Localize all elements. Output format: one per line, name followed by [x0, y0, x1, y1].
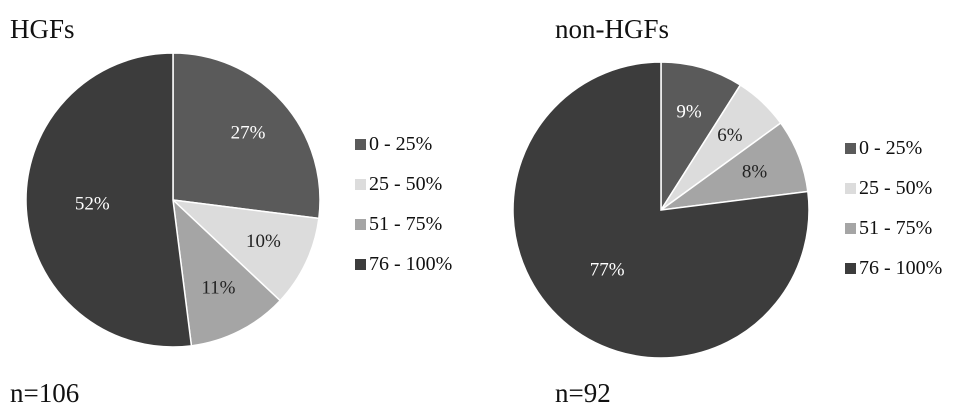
legend-swatch [355, 218, 366, 230]
legend-item: 25 - 50% [845, 177, 942, 199]
legend-item: 51 - 75% [845, 217, 942, 239]
legend-swatch [355, 138, 366, 150]
chart-title: HGFs [10, 14, 75, 44]
legend-swatch [845, 222, 856, 234]
legend-label: 76 - 100% [369, 252, 453, 275]
sample-size-label: n=106 [10, 378, 80, 408]
chart-title: non-HGFs [555, 14, 670, 44]
legend-label: 76 - 100% [859, 256, 943, 279]
legend-swatch [355, 258, 366, 270]
legend-label: 0 - 25% [369, 132, 433, 155]
legend-item: 76 - 100% [355, 253, 452, 275]
pie-chart-hgfs: HGFs 27% 10% 11% 52% 0 - 25% 25 - 50% 51 - … [0, 0, 485, 408]
pie-slice-25-50 [170, 198, 320, 302]
legend-label: 25 - 50% [859, 176, 933, 199]
legend: 0 - 25% 25 - 50% 51 - 75% 76 - 100% [845, 137, 942, 297]
legend-item: 25 - 50% [355, 173, 452, 195]
legend-swatch [845, 142, 856, 154]
sample-size-label: n=92 [555, 378, 611, 408]
legend-item: 76 - 100% [845, 257, 942, 279]
data-label: 6% [717, 125, 743, 146]
data-label: 52% [75, 193, 110, 214]
legend-item: 51 - 75% [355, 213, 452, 235]
legend-item: 0 - 25% [845, 137, 942, 159]
pie-slice-0-25 [172, 52, 321, 220]
legend-item: 0 - 25% [355, 133, 452, 155]
data-label: 8% [742, 161, 768, 182]
legend-label: 51 - 75% [369, 212, 443, 235]
pie-slice-76-100 [512, 61, 810, 359]
pie-slice-51-75 [171, 198, 282, 347]
legend-label: 51 - 75% [859, 216, 933, 239]
pie-chart-svg: 27% 10% 11% 52% [25, 52, 321, 348]
pie-chart-svg: 9% 6% 8% 77% [512, 61, 810, 359]
legend-label: 25 - 50% [369, 172, 443, 195]
legend: 0 - 25% 25 - 50% 51 - 75% 76 - 100% [355, 133, 452, 293]
data-label: 10% [246, 231, 281, 252]
data-label: 11% [201, 277, 235, 298]
data-label: 27% [231, 122, 266, 143]
legend-swatch [355, 178, 366, 190]
pie-slice-0-25 [660, 61, 742, 213]
legend-swatch [845, 182, 856, 194]
pie-slice-76-100 [25, 52, 193, 348]
data-label: 77% [590, 259, 625, 280]
data-label: 9% [676, 102, 702, 123]
legend-label: 0 - 25% [859, 136, 923, 159]
legend-swatch [845, 262, 856, 274]
pie-chart-non-hgfs: non-HGFs 9% 6% 8% 77% 0 - 25% 25 - 50% 51 -… [485, 0, 969, 408]
